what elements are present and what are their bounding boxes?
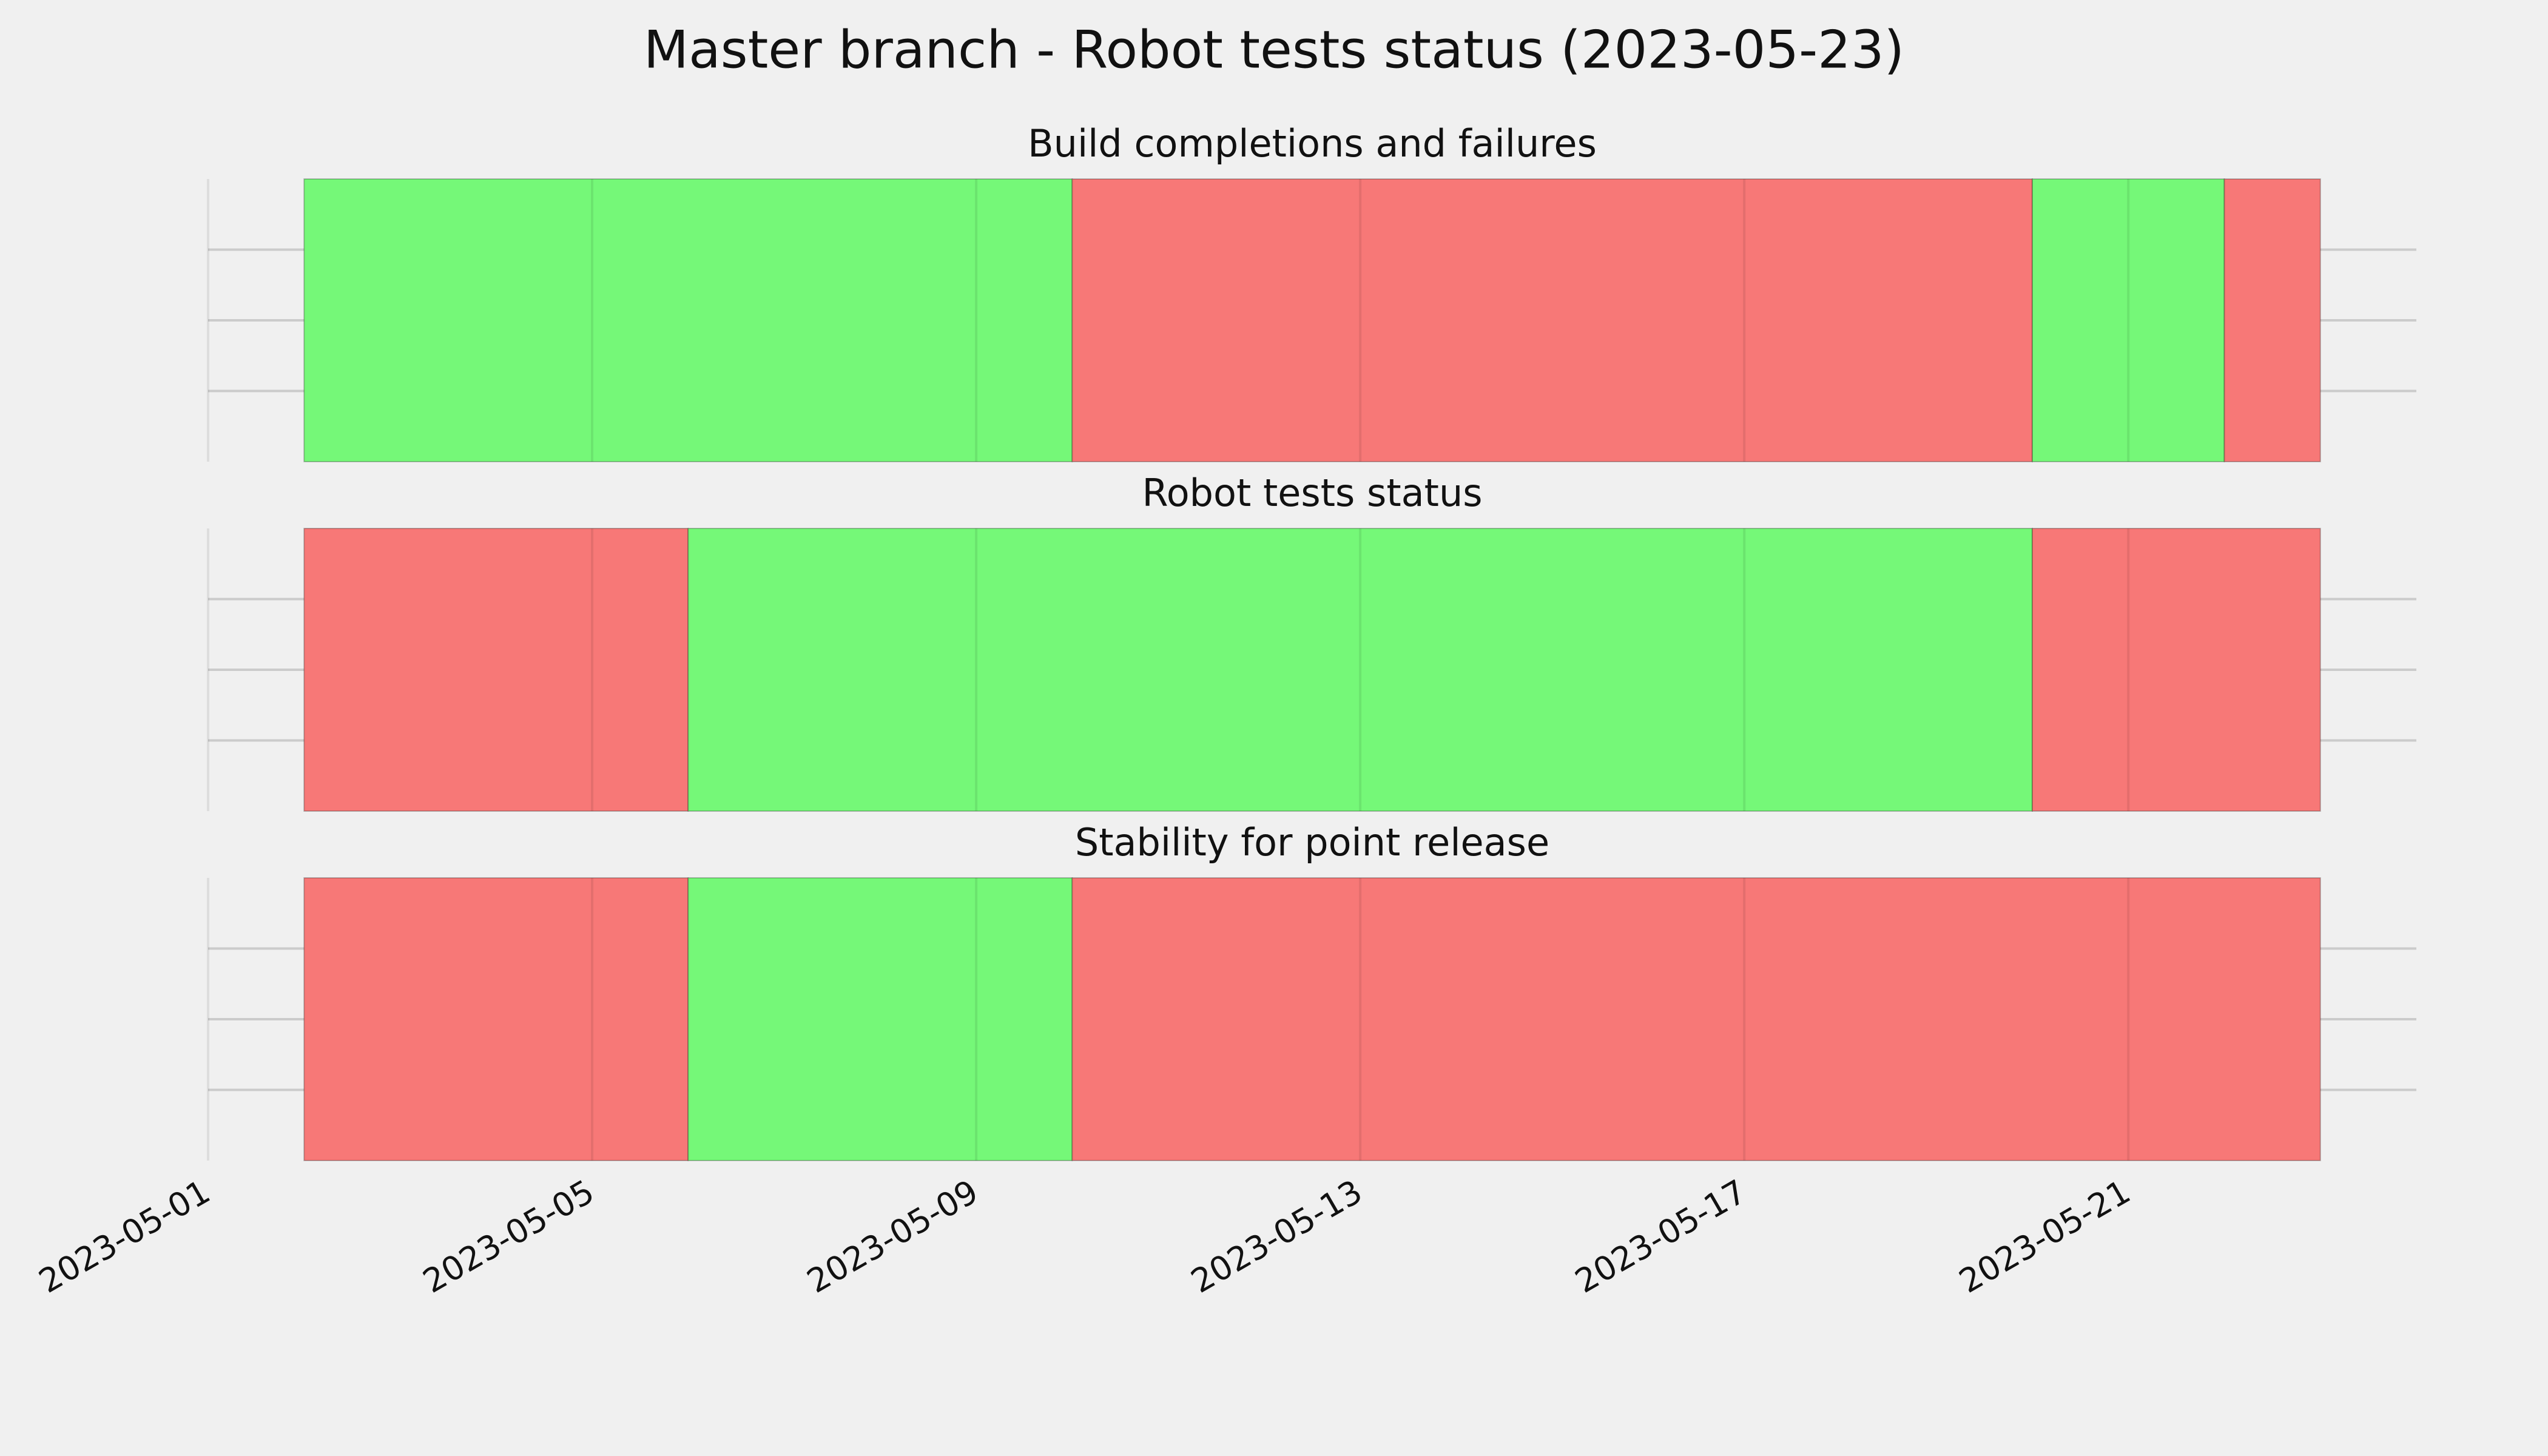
- panel-title: Stability for point release: [1075, 820, 1549, 864]
- status-span: [687, 877, 1073, 1161]
- status-span: [687, 528, 2033, 812]
- status-span: [2031, 178, 2225, 462]
- chart-title: Master branch - Robot tests status (2023…: [644, 19, 1904, 80]
- x-tick-label: 2023-05-05: [417, 1172, 601, 1300]
- x-tick-label: 2023-05-21: [1953, 1172, 2137, 1300]
- status-span: [2031, 528, 2321, 812]
- status-span: [1071, 877, 2321, 1161]
- x-tick-label: 2023-05-09: [801, 1172, 985, 1300]
- x-tick-label: 2023-05-17: [1569, 1172, 1753, 1300]
- panel-title: Build completions and failures: [1028, 121, 1597, 166]
- status-span: [2223, 178, 2321, 462]
- status-span: [1071, 178, 2033, 462]
- status-span: [303, 178, 1073, 462]
- status-span: [303, 877, 689, 1161]
- panel-title: Robot tests status: [1142, 471, 1482, 515]
- x-tick-label: 2023-05-13: [1185, 1172, 1369, 1300]
- status-span: [303, 528, 689, 812]
- x-tick-label: 2023-05-01: [33, 1172, 217, 1300]
